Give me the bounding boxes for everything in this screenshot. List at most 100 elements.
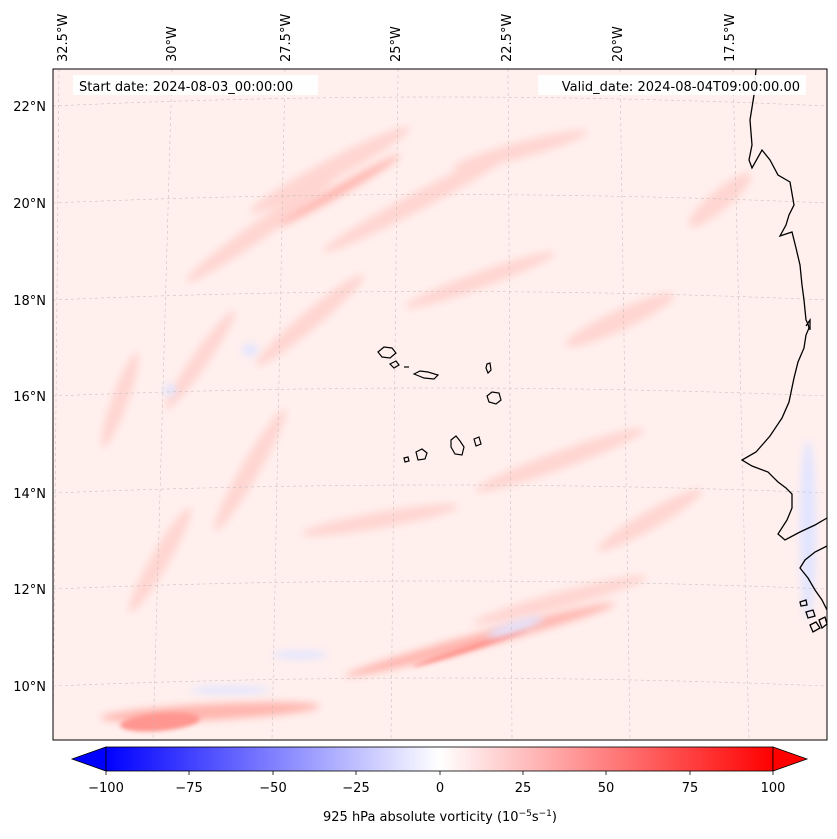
meridian bbox=[152, 68, 173, 741]
vort-band bbox=[214, 409, 286, 531]
vort-min bbox=[800, 440, 816, 620]
parallel bbox=[52, 484, 828, 494]
colorbar-tick-label: 100 bbox=[761, 781, 786, 796]
colorbar-title-unit: s bbox=[532, 810, 539, 825]
colorbar-tick-label: 0 bbox=[436, 781, 444, 796]
parallel bbox=[52, 194, 828, 204]
vort-band-strong bbox=[344, 603, 616, 677]
coastline-south bbox=[799, 545, 828, 611]
lon-label: 27.5°W bbox=[279, 14, 294, 62]
lon-label: 25°W bbox=[389, 26, 404, 62]
lon-label: 30°W bbox=[165, 26, 180, 62]
colorbar-tick-label: 75 bbox=[682, 781, 699, 796]
island-sao-nicolau bbox=[412, 370, 440, 380]
meridian bbox=[507, 68, 513, 741]
island-santiago bbox=[450, 435, 465, 456]
lat-label: 18°N bbox=[13, 294, 46, 309]
parallel bbox=[52, 580, 828, 590]
colorbar-body bbox=[105, 746, 774, 772]
parallel bbox=[52, 96, 828, 107]
lat-label: 20°N bbox=[13, 197, 46, 212]
start-date: Start date: 2024-08-03_00:00:00 bbox=[79, 80, 293, 95]
latitude-labels: 22°N 20°N 18°N 16°N 14°N 12°N 10°N bbox=[13, 100, 46, 695]
coastline-main bbox=[740, 68, 828, 541]
gridlines bbox=[52, 68, 828, 741]
vort-band bbox=[597, 489, 703, 551]
vort-min bbox=[486, 616, 544, 638]
island-boa-vista bbox=[486, 391, 502, 405]
vort-min bbox=[242, 344, 258, 356]
map-panel: Start date: 2024-08-03_00:00:00 Valid_da… bbox=[52, 68, 828, 741]
island-fogo bbox=[415, 448, 428, 461]
valid-date-box bbox=[538, 75, 806, 95]
colorbar-title-exp: −5 bbox=[519, 809, 532, 819]
vort-max bbox=[412, 629, 528, 667]
lat-label: 22°N bbox=[13, 100, 46, 115]
vort-band bbox=[256, 274, 364, 366]
meridian bbox=[271, 68, 286, 741]
vort-band bbox=[250, 126, 410, 214]
colorbar-title-end: ) bbox=[552, 810, 557, 825]
vort-band bbox=[164, 310, 236, 410]
start-date-box bbox=[73, 75, 318, 95]
island-brava bbox=[403, 456, 410, 463]
vorticity-field bbox=[100, 126, 816, 732]
vort-band bbox=[688, 173, 752, 227]
bijagos-islands bbox=[799, 599, 828, 633]
vort-band bbox=[473, 575, 647, 625]
lat-label: 12°N bbox=[13, 583, 46, 598]
colorbar-tick-label: −100 bbox=[88, 781, 124, 796]
meridian bbox=[52, 68, 60, 741]
colorbar-extend-min bbox=[70, 746, 107, 772]
lat-label: 10°N bbox=[13, 680, 46, 695]
vort-max bbox=[120, 712, 200, 732]
island-santo-antao bbox=[377, 346, 397, 359]
lon-label: 22.5°W bbox=[500, 14, 515, 62]
lat-label: 14°N bbox=[13, 487, 46, 502]
vort-band bbox=[475, 428, 645, 492]
island-sao-vicente bbox=[388, 360, 400, 369]
colorbar: −100 −75 −50 −25 0 25 50 75 100 925 hPa … bbox=[70, 746, 809, 825]
vort-band bbox=[404, 251, 556, 309]
colorbar-extend-max bbox=[772, 746, 809, 772]
vort-band bbox=[129, 507, 191, 613]
lon-label: 32.5°W bbox=[56, 14, 71, 62]
meridian bbox=[732, 68, 750, 741]
lon-label: 17.5°W bbox=[723, 14, 738, 62]
coastline-detail bbox=[805, 317, 811, 330]
parallel bbox=[52, 677, 828, 687]
vort-band bbox=[565, 293, 675, 347]
vort-band bbox=[452, 130, 588, 170]
vort-min bbox=[272, 651, 328, 659]
colorbar-title-exp: −1 bbox=[539, 809, 552, 819]
map-frame bbox=[52, 68, 828, 741]
vort-band bbox=[186, 177, 334, 283]
vort-band bbox=[101, 352, 139, 448]
cabo-verde-islands bbox=[377, 346, 502, 463]
meridian bbox=[619, 68, 631, 741]
valid-date: Valid_date: 2024-08-04T09:00:00.00 bbox=[562, 80, 800, 95]
island-sal bbox=[485, 362, 492, 375]
colorbar-tick-labels: −100 −75 −50 −25 0 25 50 75 100 bbox=[88, 781, 785, 796]
parallel bbox=[52, 291, 828, 301]
vort-band bbox=[301, 504, 459, 536]
west-africa-coastline bbox=[740, 68, 828, 633]
vort-min bbox=[164, 384, 176, 396]
meridian bbox=[390, 68, 399, 741]
vort-band bbox=[322, 147, 518, 253]
longitude-labels: 32.5°W 30°W 27.5°W 25°W 22.5°W 20°W 17.5… bbox=[56, 14, 738, 62]
colorbar-tick-label: 25 bbox=[515, 781, 532, 796]
colorbar-tick-label: 50 bbox=[598, 781, 615, 796]
colorbar-ticks bbox=[105, 771, 774, 775]
vort-band-strong bbox=[279, 154, 401, 226]
vort-min bbox=[190, 686, 270, 694]
parallel bbox=[52, 387, 828, 397]
colorbar-tick-label: −25 bbox=[342, 781, 369, 796]
date-labels: Start date: 2024-08-03_00:00:00 Valid_da… bbox=[73, 75, 806, 95]
colorbar-tick-label: −75 bbox=[175, 781, 202, 796]
lat-label: 16°N bbox=[13, 390, 46, 405]
colorbar-title-main: 925 hPa absolute vorticity (10 bbox=[323, 810, 519, 825]
colorbar-title: 925 hPa absolute vorticity (10−5s−1) bbox=[323, 809, 557, 825]
lon-label: 20°W bbox=[611, 26, 626, 62]
island-maio bbox=[473, 436, 482, 447]
